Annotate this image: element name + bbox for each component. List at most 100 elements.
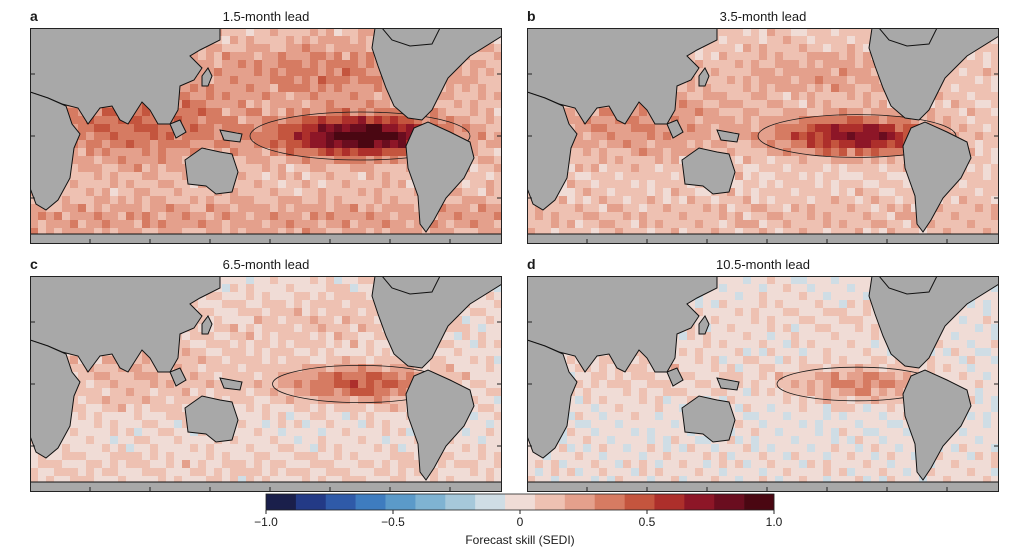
skill-cell [222,284,231,293]
skill-cell [470,340,479,349]
skill-cell [711,220,720,229]
skill-cell [847,196,856,205]
skill-cell [294,468,303,477]
panel-c-title: 6.5-month lead [30,257,502,272]
skill-cell [991,180,999,189]
skill-cell [278,420,287,429]
skill-cell [767,180,776,189]
skill-cell [751,108,760,117]
skill-cell [863,124,872,133]
skill-cell [406,188,415,197]
skill-cell [102,220,111,229]
skill-cell [494,44,502,53]
skill-cell [238,404,247,413]
skill-cell [591,116,600,125]
skill-cell [86,132,95,141]
skill-cell [358,204,367,213]
skill-cell [382,188,391,197]
skill-cell [278,284,287,293]
skill-cell [302,76,311,85]
skill-cell [342,428,351,437]
skill-cell [943,92,952,101]
skill-cell [318,148,327,157]
skill-cell [735,212,744,221]
skill-cell [206,204,215,213]
skill-cell [799,92,808,101]
skill-cell [719,284,728,293]
skill-cell [494,428,502,437]
skill-cell [959,76,968,85]
skill-cell [847,68,856,77]
skill-cell [775,84,784,93]
skill-cell [230,116,239,125]
skill-cell [294,116,303,125]
skill-cell [983,164,992,173]
skill-cell [743,156,752,165]
skill-cell [246,324,255,333]
skill-cell [478,436,487,445]
skill-cell [671,156,680,165]
skill-cell [262,108,271,117]
skill-cell [230,284,239,293]
skill-cell [254,308,263,317]
skill-cell [270,396,279,405]
skill-cell [350,308,359,317]
skill-cell [390,164,399,173]
skill-cell [174,428,183,437]
skill-cell [470,308,479,317]
skill-cell [166,412,175,421]
skill-cell [687,212,696,221]
skill-cell [390,428,399,437]
skill-cell [118,196,127,205]
skill-cell [935,108,944,117]
skill-cell [727,28,736,37]
skill-cell [695,204,704,213]
skill-cell [454,348,463,357]
skill-cell [735,172,744,181]
skill-cell [727,76,736,85]
skill-cell [679,92,688,101]
skill-cell [182,140,191,149]
skill-cell [214,356,223,365]
skill-cell [575,148,584,157]
skill-cell [975,212,984,221]
skill-cell [302,316,311,325]
skill-cell [46,212,55,221]
skill-cell [398,204,407,213]
skill-cell [791,60,800,69]
skill-cell [262,452,271,461]
skill-cell [302,132,311,141]
skill-cell [751,100,760,109]
skill-cell [230,124,239,133]
skill-cell [799,108,808,117]
skill-cell [86,204,95,213]
skill-cell [102,356,111,365]
skill-cell [847,116,856,125]
skill-cell [607,132,616,141]
skill-cell [991,140,999,149]
skill-cell [607,124,616,133]
skill-cell [759,220,768,229]
skill-cell [102,156,111,165]
skill-cell [398,460,407,469]
skill-cell [815,164,824,173]
skill-cell [294,284,303,293]
skill-cell [470,124,479,133]
skill-cell [462,372,471,381]
skill-cell [342,92,351,101]
skill-cell [839,164,848,173]
skill-cell [278,92,287,101]
skill-cell [470,348,479,357]
skill-cell [318,188,327,197]
skill-cell [775,276,784,285]
skill-cell [815,196,824,205]
skill-cell [967,196,976,205]
skill-cell [238,124,247,133]
skill-cell [342,444,351,453]
skill-cell [86,180,95,189]
skill-cell [831,212,840,221]
skill-cell [983,108,992,117]
skill-cell [767,284,776,293]
skill-cell [647,204,656,213]
skill-cell [591,156,600,165]
